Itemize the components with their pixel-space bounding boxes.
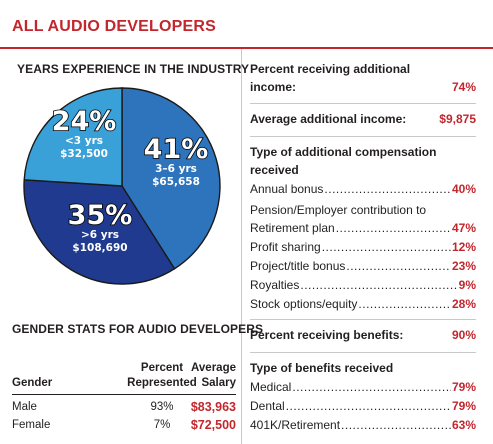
column-divider (241, 49, 242, 444)
pie-slice-range-label: 3–6 yrs (155, 163, 197, 175)
leader-dots (336, 221, 451, 235)
compensation-label: Stock options/equity (250, 297, 358, 311)
salary-header-2: Salary (201, 377, 236, 389)
page-title: ALL AUDIO DEVELOPERS (12, 18, 217, 35)
leader-dots (346, 259, 451, 273)
benefits-item-value: 79% (451, 399, 476, 413)
benefits-row: Dental 79% (250, 399, 476, 414)
gender-row-male-percent: 93% (150, 401, 174, 413)
pie-slice-range-label: <3 yrs (65, 135, 103, 147)
compensation-label: Annual bonus (250, 182, 324, 196)
additional-income-value: 74% (451, 80, 476, 94)
compensation-label: Retirement plan (250, 221, 335, 235)
separator (250, 103, 476, 104)
gender-header-rule (12, 394, 236, 395)
chart-title: YEARS EXPERIENCE IN THE INDUSTRY (17, 62, 250, 76)
additional-income-label-1: Percent receiving additional (250, 62, 411, 76)
pie-slice-salary-label: $65,658 (152, 176, 200, 188)
compensation-row: Royalties 9% (250, 278, 476, 293)
leader-dots (324, 182, 451, 196)
experience-pie-chart: 41%3–6 yrs$65,658 35%>6 yrs$108,690 24%<3 … (23, 87, 221, 285)
leader-dots (286, 399, 451, 413)
compensation-value: 9% (458, 278, 476, 292)
benefits-row: 401K/Retirement 63% (250, 418, 476, 433)
compensation-value: 28% (451, 297, 476, 311)
leader-dots (358, 297, 451, 311)
pie-slice-range-label: >6 yrs (81, 229, 119, 241)
gender-title: GENDER STATS FOR AUDIO DEVELOPERS (12, 322, 264, 336)
leader-dots (341, 418, 451, 432)
compensation-label: Royalties (250, 278, 300, 292)
compensation-label: Pension/Employer contribution to (250, 203, 427, 217)
compensation-value: 47% (451, 221, 476, 235)
benefits-row: Medical 79% (250, 380, 476, 395)
compensation-value: 12% (451, 240, 476, 254)
avg-additional-label: Average additional income: (250, 112, 407, 126)
compensation-row: Project/title bonus 23% (250, 259, 476, 274)
compensation-row: Retirement plan 47% (250, 221, 476, 236)
separator (250, 352, 476, 353)
pie-slice-salary-label: $32,500 (60, 148, 108, 160)
leader-dots (322, 240, 451, 254)
benefits-item-label: Medical (250, 380, 292, 394)
pie-slice-percent-label: 24% (52, 106, 117, 137)
compensation-label: Profit sharing (250, 240, 321, 254)
compensation-row: Profit sharing 12% (250, 240, 476, 255)
benefits-label: Percent receiving benefits: (250, 328, 404, 342)
gender-row-female-salary: $72,500 (190, 418, 236, 432)
compensation-row: Stock options/equity 28% (250, 297, 476, 312)
benefits-title: Type of benefits received (250, 361, 394, 375)
compensation-row: Annual bonus 40% (250, 182, 476, 197)
avg-additional-value: $9,875 (439, 112, 476, 126)
gender-row-female-label: Female (12, 419, 51, 431)
leader-dots (300, 278, 457, 292)
separator (250, 319, 476, 320)
benefits-item-label: 401K/Retirement (250, 418, 341, 432)
benefits-item-value: 63% (451, 418, 476, 432)
gender-header: Gender (12, 377, 53, 389)
gender-row-female-percent: 7% (153, 419, 171, 431)
compensation-value: 40% (451, 182, 476, 196)
leader-dots (292, 380, 451, 394)
compensation-value: 23% (451, 259, 476, 273)
percent-header-2: Represented (127, 377, 197, 389)
separator (250, 136, 476, 137)
additional-income-label-2: income: (250, 80, 297, 94)
pie-slice-under-3-yrs (23, 87, 123, 187)
compensation-title-2: received (250, 163, 299, 177)
pie-slice-over-6-yrs (23, 179, 176, 285)
pie-slice-percent-label: 41% (144, 134, 209, 165)
title-rule (0, 47, 493, 49)
pie-slice-salary-label: $108,690 (72, 242, 127, 254)
percent-header-1: Percent (140, 362, 184, 374)
gender-row-male-label: Male (12, 401, 37, 413)
compensation-label: Project/title bonus (250, 259, 346, 273)
salary-header-1: Average (191, 362, 236, 374)
compensation-title-1: Type of additional compensation (250, 145, 437, 159)
pie-slice-percent-label: 35% (68, 200, 133, 231)
gender-row-male-salary: $83,963 (190, 400, 236, 414)
benefits-item-label: Dental (250, 399, 285, 413)
benefits-value: 90% (451, 328, 476, 342)
benefits-item-value: 79% (451, 380, 476, 394)
